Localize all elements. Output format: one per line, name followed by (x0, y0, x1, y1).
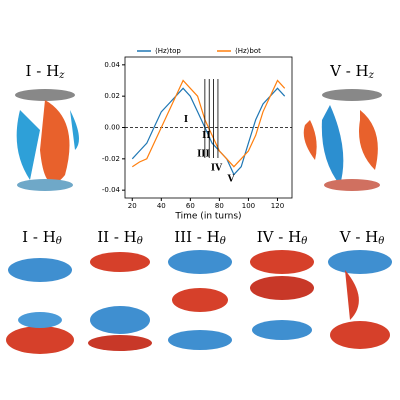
x-tick-label: 100 (242, 202, 255, 210)
panel-label: III - Hθ (174, 228, 226, 247)
legend-label: ⟨Hz⟩top (155, 47, 181, 55)
x-axis-label: Time (in turns) (174, 212, 241, 222)
y-tick-label: 0.04 (104, 61, 120, 69)
label-text: V - H (339, 228, 379, 246)
annotation: II (202, 131, 210, 141)
label-sub: θ (301, 236, 307, 247)
panel-label: IV - Hθ (257, 228, 307, 247)
x-tick-label: 40 (157, 202, 166, 210)
y-tick-label: 0.02 (104, 92, 120, 100)
y-tick-label: -0.04 (102, 186, 121, 194)
panel-label: V - Hθ (339, 228, 385, 247)
annotation: V (227, 175, 236, 185)
label-sub: z (58, 70, 65, 81)
panel-label: I - Hz (26, 62, 66, 81)
label-sub: θ (137, 236, 143, 247)
label-text: I - H (22, 228, 56, 246)
label-sub: z (368, 70, 375, 81)
y-tick-label: -0.02 (102, 155, 120, 163)
y-tick-label: 0.00 (104, 124, 120, 132)
label-sub: θ (378, 236, 384, 247)
annotation: III (197, 150, 210, 160)
label-text: I - H (26, 62, 60, 80)
render-top-left (15, 89, 79, 191)
annotation: I (184, 115, 188, 125)
annotation: IV (211, 164, 223, 174)
panel-label: V - Hz (329, 62, 375, 81)
label-sub: θ (56, 236, 62, 247)
series-line (131, 79, 286, 168)
panel-label: II - Hθ (97, 228, 143, 247)
label-text: IV - H (257, 228, 301, 246)
series-line (131, 87, 286, 176)
legend-label: ⟨Hz⟩bot (235, 47, 261, 55)
panel-label: I - Hθ (22, 228, 62, 247)
x-tick-label: 80 (215, 202, 224, 210)
label-text: III - H (174, 228, 219, 246)
x-tick-label: 20 (128, 202, 137, 210)
x-tick-label: 60 (186, 202, 195, 210)
x-tick-label: 120 (271, 202, 284, 210)
label-text: II - H (97, 228, 137, 246)
render-top-right (303, 89, 382, 191)
label-text: V - H (329, 62, 369, 80)
render-bottom-row (6, 250, 392, 354)
label-sub: θ (220, 236, 226, 247)
